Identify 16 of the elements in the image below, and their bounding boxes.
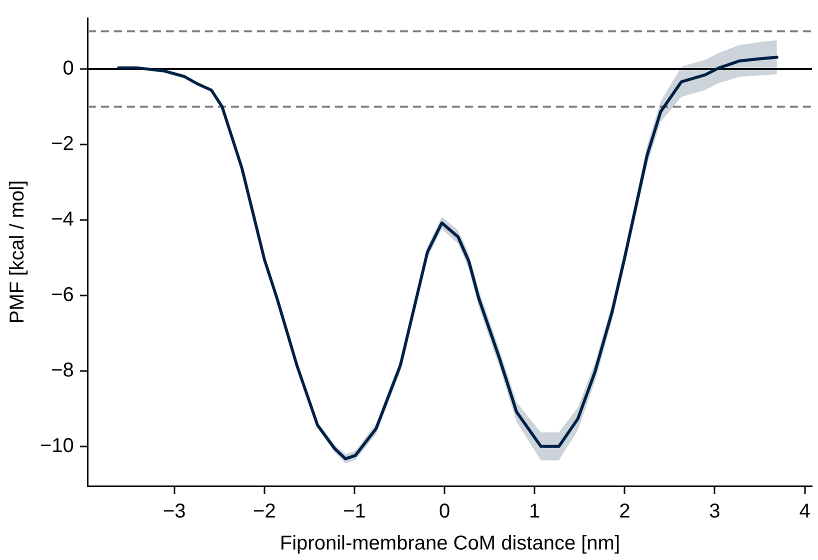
- y-tick-label: −6: [51, 284, 74, 306]
- x-tick-label: 3: [709, 500, 720, 523]
- x-tick-label: 0: [438, 500, 450, 523]
- y-tick-label: −10: [40, 434, 74, 457]
- x-tick-label: −2: [253, 500, 276, 523]
- y-axis-title: PMF [kcal / mol]: [6, 180, 29, 324]
- x-tick-label: −1: [343, 500, 366, 523]
- y-tick-label: −2: [51, 132, 74, 155]
- x-axis-title: Fipronil-membrane CoM distance [nm]: [280, 532, 620, 555]
- y-tick-label: −4: [51, 208, 74, 230]
- y-tick-label: −8: [51, 359, 74, 382]
- x-tick-label: 4: [799, 500, 810, 523]
- x-tick-label: 1: [529, 500, 540, 523]
- x-tick-label: 2: [619, 500, 630, 523]
- y-tick-label: 0: [62, 57, 74, 80]
- x-tick-label: −3: [162, 500, 186, 523]
